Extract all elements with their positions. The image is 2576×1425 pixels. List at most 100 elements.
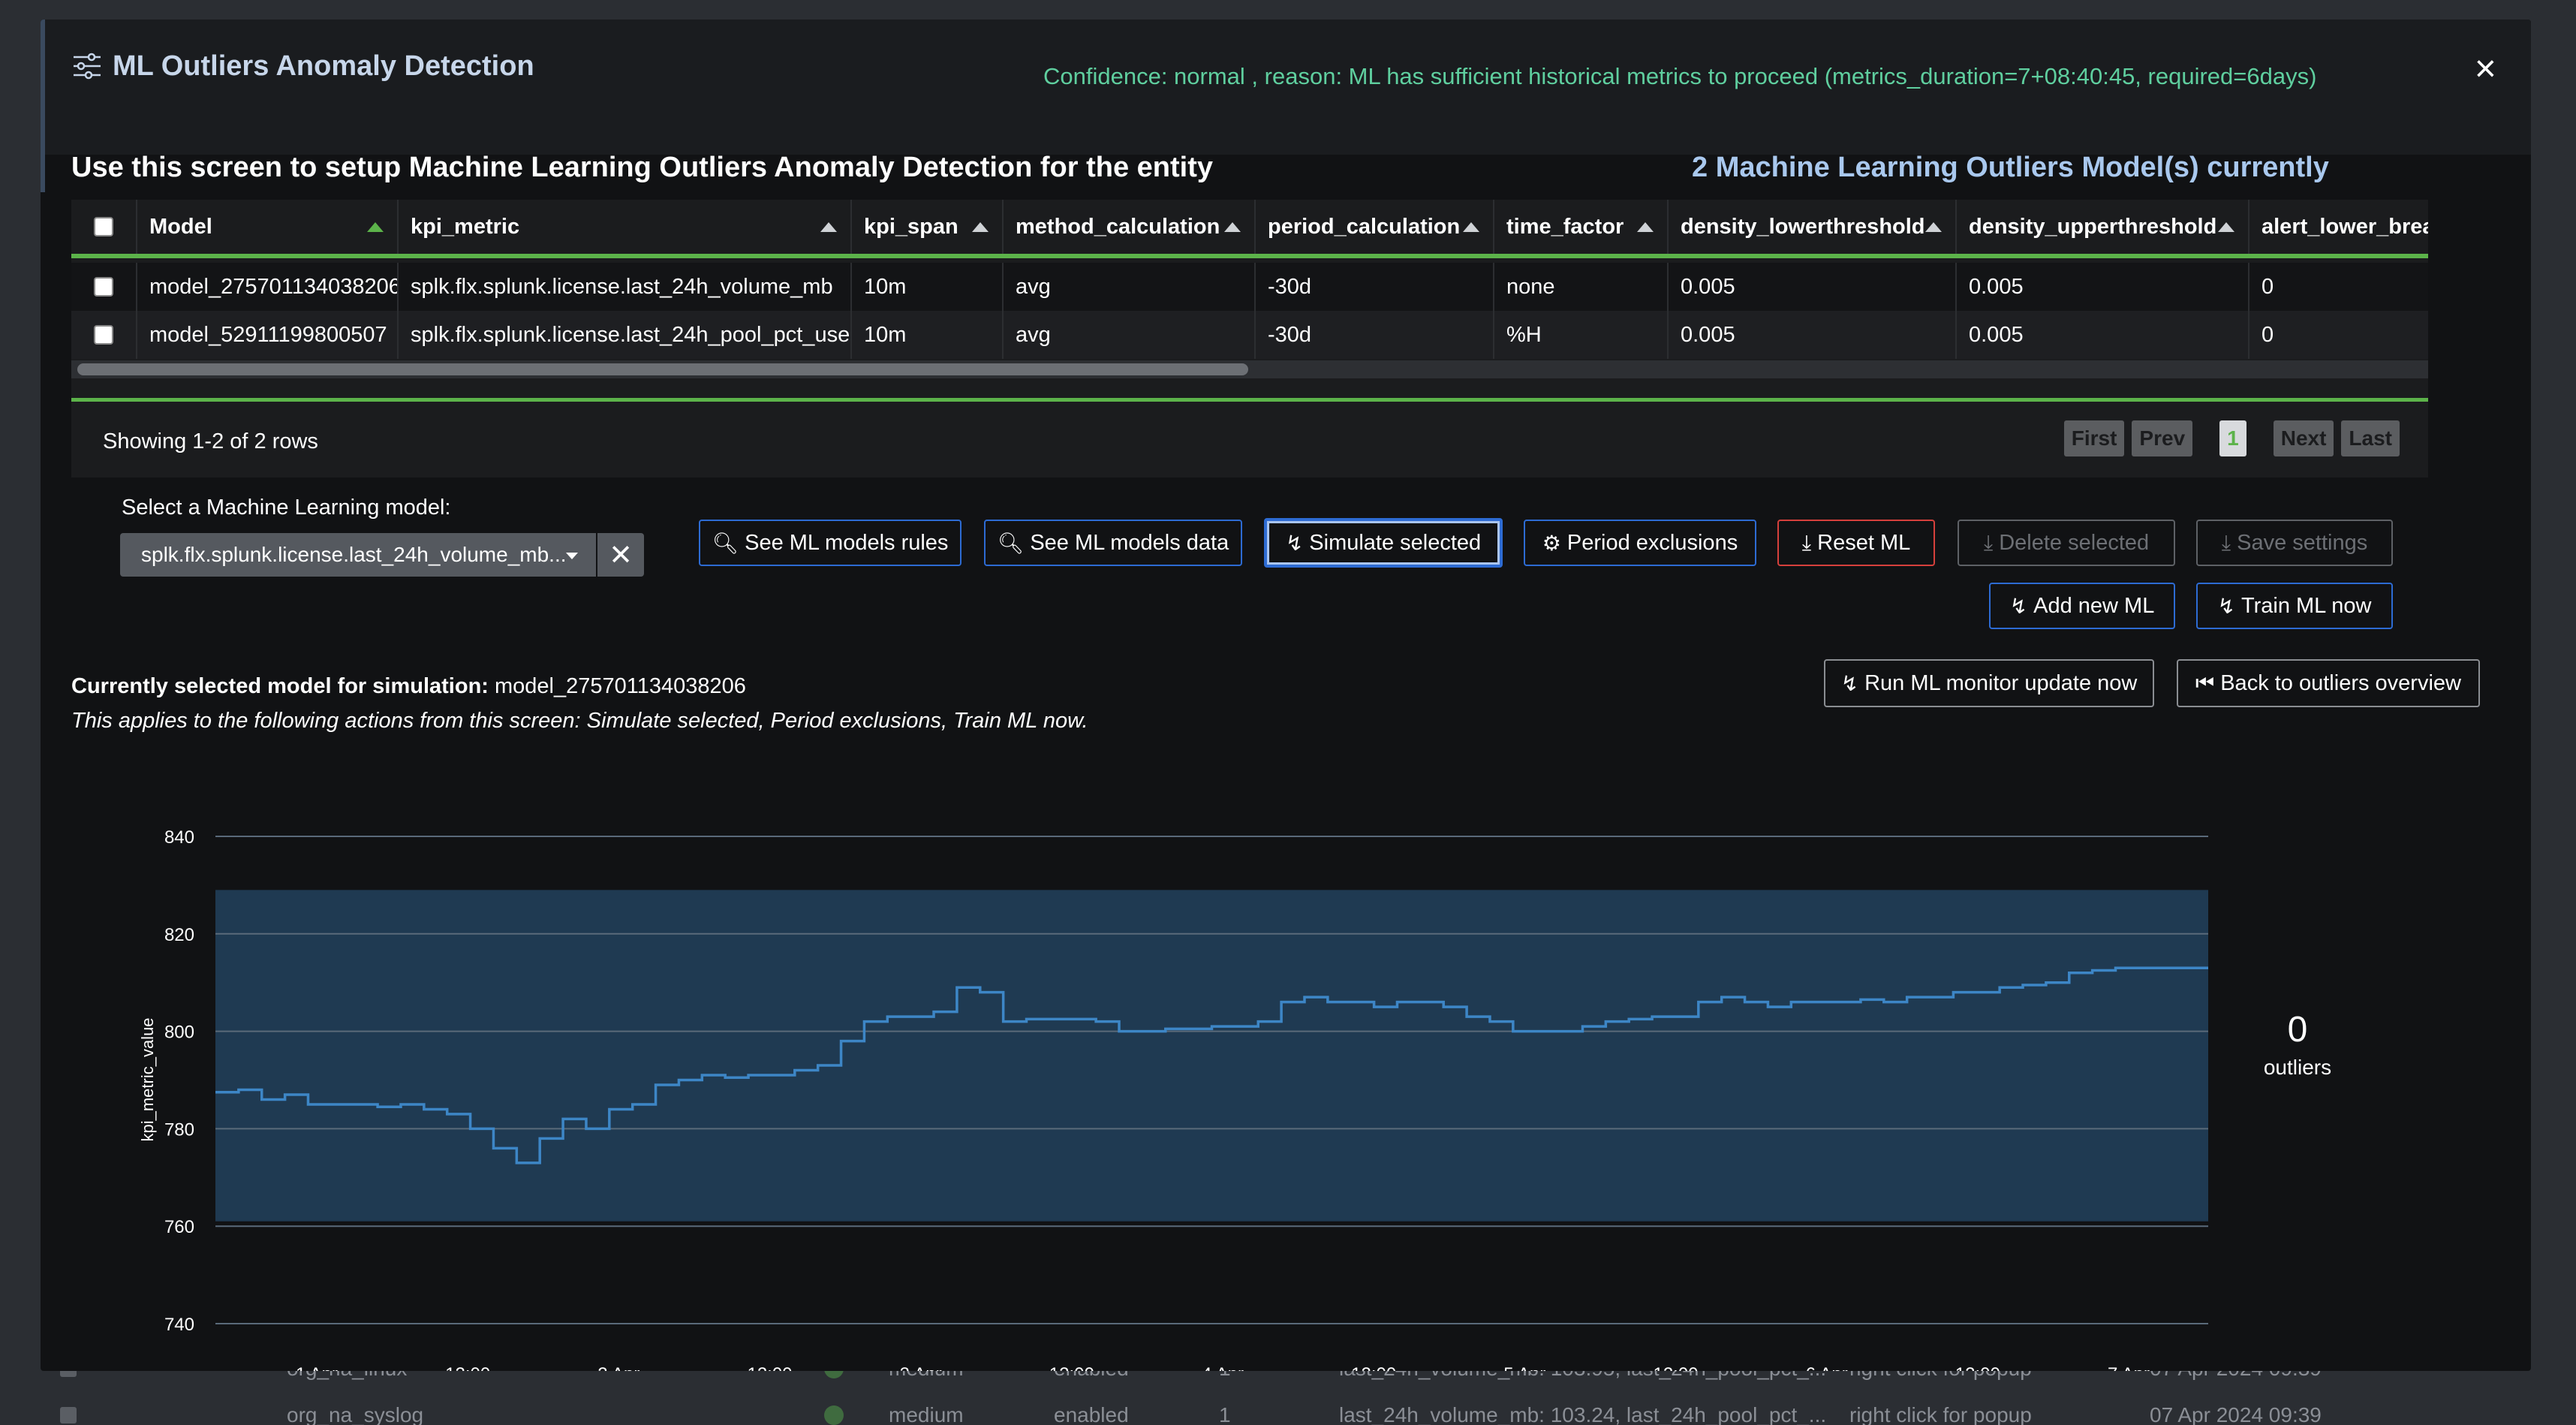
row-metrics: last_24h_volume_mb: 103.24, last_24h_poo… xyxy=(1339,1403,1827,1425)
table-row[interactable]: model_275701134038206 splk.flx.splunk.li… xyxy=(71,263,2428,311)
table-header: Model kpi_metric kpi_span method_calcula… xyxy=(71,200,2428,258)
x-tick-label: 6 Apr xyxy=(1806,1364,1848,1371)
select-all-cell xyxy=(71,200,137,254)
rows-summary: Showing 1-2 of 2 rows xyxy=(103,429,318,453)
cell-density-upper: 0.005 xyxy=(1957,263,2249,311)
column-header-alert-lower[interactable]: alert_lower_breac xyxy=(2262,214,2428,239)
reset-ml-button[interactable]: ⤓ Reset ML xyxy=(1777,520,1935,566)
cell-density-upper: 0.005 xyxy=(1957,311,2249,359)
back-to-overview-button[interactable]: ⏮ Back to outliers overview xyxy=(2177,659,2480,707)
cell-model: model_52911199800507 xyxy=(137,311,399,359)
next-page-button[interactable]: Next xyxy=(2273,420,2334,456)
sort-icon xyxy=(1637,222,1654,232)
column-header-time-factor[interactable]: time_factor xyxy=(1494,200,1669,254)
x-tick-label: 12:00 xyxy=(747,1364,792,1371)
x-tick-label: 1 Apr xyxy=(296,1364,338,1371)
cell-method: avg xyxy=(1004,311,1256,359)
current-page-button[interactable]: 1 xyxy=(2219,420,2246,456)
bolt-icon: ↯ xyxy=(1285,531,1304,555)
column-header-kpi-span[interactable]: kpi_span xyxy=(852,200,1004,254)
background-row[interactable]: org_na_syslog medium enabled 1 last_24h_… xyxy=(0,1393,2576,1425)
horizontal-scrollbar[interactable] xyxy=(71,360,2428,378)
close-icon[interactable]: × xyxy=(2474,47,2496,89)
cell-period: -30d xyxy=(1256,311,1494,359)
cell-time-factor: %H xyxy=(1494,311,1669,359)
modal-title-area: ML Outliers Anomaly Detection xyxy=(71,50,534,83)
delete-selected-button[interactable]: ⤓ Delete selected xyxy=(1958,520,2175,566)
clear-selection-button[interactable]: ✕ xyxy=(597,533,644,577)
x-tick-label: 12:00 xyxy=(1351,1364,1396,1371)
rewind-icon: ⏮ xyxy=(2195,670,2215,694)
search-icon: 🔍︎ xyxy=(997,531,1025,555)
cell-kpi-metric: splk.flx.splunk.license.last_24h_volume_… xyxy=(399,263,852,311)
row-checkbox[interactable] xyxy=(94,325,113,345)
x-tick-label: 7 Apr xyxy=(2108,1364,2150,1371)
run-ml-monitor-button[interactable]: ↯ Run ML monitor update now xyxy=(1824,659,2154,707)
confidence-message: Confidence: normal , reason: ML has suff… xyxy=(1043,63,2317,89)
see-ml-rules-button[interactable]: 🔍︎ See ML models rules xyxy=(699,520,961,566)
column-header-model[interactable]: Model xyxy=(137,200,399,254)
scrollbar-thumb[interactable] xyxy=(77,363,1248,375)
period-exclusions-button[interactable]: ⚙ Period exclusions xyxy=(1524,520,1756,566)
select-all-checkbox[interactable] xyxy=(94,217,113,236)
modal-header xyxy=(41,20,2531,155)
cell-alert-lower: 0 xyxy=(2262,322,2274,347)
y-tick-label: 820 xyxy=(164,925,194,945)
y-axis-label: kpi_metric_value xyxy=(138,1017,157,1141)
sort-icon xyxy=(820,222,837,232)
bolt-icon: ↯ xyxy=(1840,671,1859,695)
models-count-heading: 2 Machine Learning Outliers Model(s) cur… xyxy=(1692,152,2329,183)
column-header-kpi-metric[interactable]: kpi_metric xyxy=(399,200,852,254)
cell-period: -30d xyxy=(1256,263,1494,311)
x-tick-label: 12:00 xyxy=(1049,1364,1094,1371)
sort-icon xyxy=(1925,222,1942,232)
see-ml-data-button[interactable]: 🔍︎ See ML models data xyxy=(984,520,1242,566)
sort-asc-icon xyxy=(367,222,384,232)
y-tick-label: 740 xyxy=(164,1315,194,1335)
cell-density-lower: 0.005 xyxy=(1669,311,1957,359)
first-page-button[interactable]: First xyxy=(2063,420,2125,456)
row-select-cell xyxy=(71,263,137,311)
table-bottom-border xyxy=(71,398,2428,402)
last-page-button[interactable]: Last xyxy=(2341,420,2400,456)
add-new-ml-button[interactable]: ↯ Add new ML xyxy=(1989,583,2175,629)
row-select-cell xyxy=(71,311,137,359)
sort-icon xyxy=(972,222,989,232)
train-ml-now-button[interactable]: ↯ Train ML now xyxy=(2196,583,2393,629)
column-header-density-upper[interactable]: density_upperthreshold xyxy=(1957,200,2249,254)
table-row[interactable]: model_52911199800507 splk.flx.splunk.lic… xyxy=(71,311,2428,359)
row-date: 07 Apr 2024 09:39 xyxy=(2150,1403,2322,1425)
x-tick-label: 3 Apr xyxy=(900,1364,942,1371)
bolt-icon: ↯ xyxy=(2217,594,2235,618)
column-header-method-calculation[interactable]: method_calculation xyxy=(1004,200,1256,254)
model-select[interactable]: splk.flx.splunk.license.last_24h_volume_… xyxy=(120,533,596,577)
search-icon: 🔍︎ xyxy=(712,531,739,555)
prev-page-button[interactable]: Prev xyxy=(2132,420,2193,456)
sort-icon xyxy=(1463,222,1479,232)
sliders-icon xyxy=(74,53,101,80)
column-header-period-calculation[interactable]: period_calculation xyxy=(1256,200,1494,254)
cell-model: model_275701134038206 xyxy=(137,263,399,311)
simulate-selected-button[interactable]: ↯ Simulate selected xyxy=(1264,518,1503,568)
series-line xyxy=(215,966,2208,1164)
modal-accent-bar xyxy=(41,20,45,192)
gear-icon: ⚙ xyxy=(1542,531,1561,555)
save-settings-button[interactable]: ⤓ Save settings xyxy=(2196,520,2393,566)
row-checkbox[interactable] xyxy=(94,277,113,297)
chevron-down-icon xyxy=(566,553,578,559)
column-header-density-lower[interactable]: density_lowerthreshold xyxy=(1669,200,1957,254)
row-name: org_na_syslog xyxy=(287,1403,424,1425)
y-tick-label: 780 xyxy=(164,1119,194,1140)
cell-kpi-span: 10m xyxy=(852,311,1004,359)
outliers-count: 0 xyxy=(2287,1010,2308,1050)
download-icon: ⤓ xyxy=(2221,530,2231,554)
cell-alert-lower: 0 xyxy=(2262,274,2274,299)
sort-icon xyxy=(2218,222,2234,232)
x-tick-label: 2 Apr xyxy=(597,1364,639,1371)
model-select-value: splk.flx.splunk.license.last_24h_volume_… xyxy=(141,543,567,566)
y-tick-label: 760 xyxy=(164,1217,194,1237)
status-dot-icon xyxy=(824,1405,844,1425)
x-tick-label: 12:00 xyxy=(1955,1364,2000,1371)
x-tick-label: 12:00 xyxy=(445,1364,490,1371)
row-checkbox[interactable] xyxy=(60,1407,77,1423)
